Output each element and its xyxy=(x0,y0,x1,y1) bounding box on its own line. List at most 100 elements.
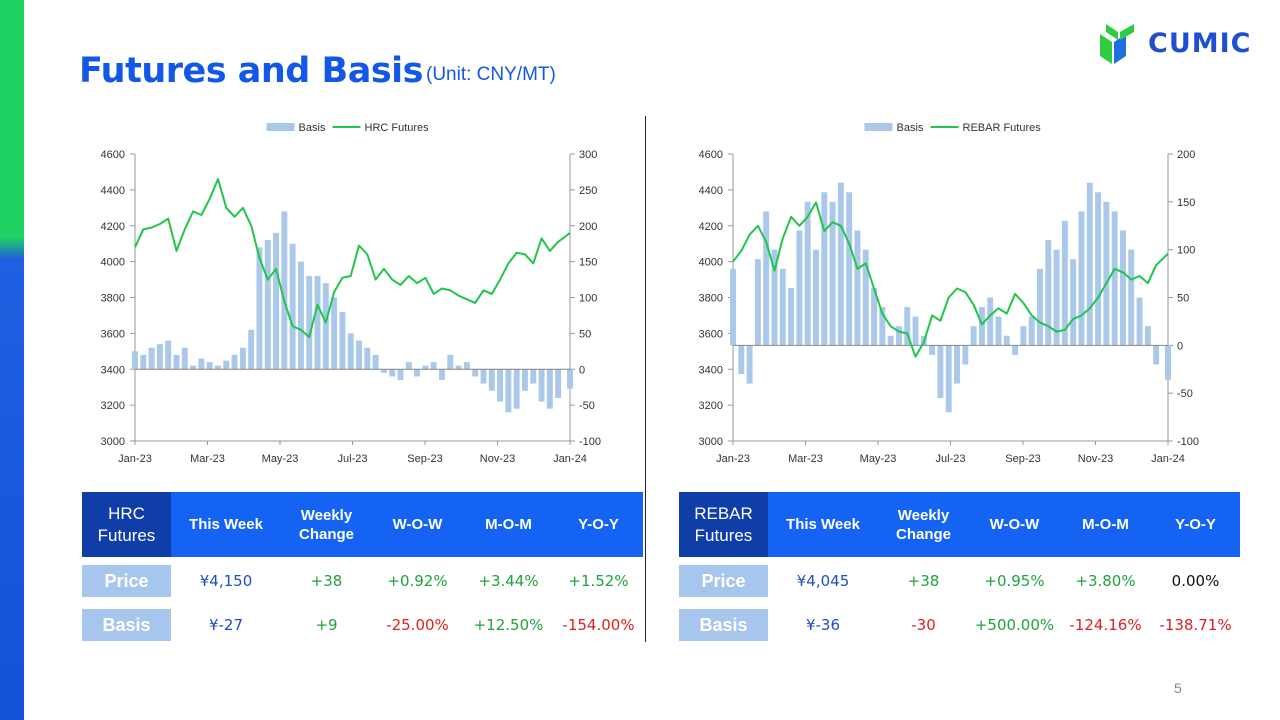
basis-bar xyxy=(1028,316,1035,346)
basis-bar xyxy=(804,201,811,346)
basis-bar xyxy=(140,354,147,370)
x-tick-label: Sep-23 xyxy=(1005,453,1040,465)
basis-bar xyxy=(1165,345,1171,380)
table-cell: 0.00% xyxy=(1171,572,1220,590)
table-cell: +9 xyxy=(315,616,338,634)
column-header: M-O-M xyxy=(485,516,532,533)
column-header: This Week xyxy=(189,516,263,533)
basis-bar xyxy=(173,354,180,370)
basis-bar xyxy=(738,345,745,375)
basis-bar xyxy=(405,362,412,370)
table-cell: -138.71% xyxy=(1159,616,1232,634)
x-tick-label: Mar-23 xyxy=(190,453,225,465)
left-tick-label: 4600 xyxy=(101,149,125,161)
basis-bar xyxy=(165,340,172,370)
basis-bar xyxy=(455,365,462,370)
basis-bar xyxy=(904,307,911,346)
x-tick-label: Jan-24 xyxy=(1151,453,1185,465)
rebar-row-label-price: Price xyxy=(679,565,768,597)
left-tick-label: 3400 xyxy=(101,364,125,376)
basis-bar xyxy=(480,369,487,384)
basis-bar xyxy=(796,230,803,346)
basis-bar xyxy=(513,369,520,409)
basis-bar xyxy=(314,275,321,370)
right-tick-label: 0 xyxy=(1177,340,1183,352)
basis-bar xyxy=(962,345,969,365)
left-tick-label: 4400 xyxy=(101,185,125,197)
basis-bar xyxy=(372,354,379,370)
left-tick-label: 4600 xyxy=(699,149,723,161)
x-tick-label: Jan-23 xyxy=(118,453,152,465)
basis-bar xyxy=(871,287,878,346)
table-cell: +3.80% xyxy=(1075,572,1136,590)
basis-bar xyxy=(813,249,819,346)
basis-bar xyxy=(1095,192,1102,346)
basis-bar xyxy=(1120,230,1126,346)
basis-bar xyxy=(978,307,985,346)
left-tick-label: 4200 xyxy=(101,221,125,233)
basis-bar xyxy=(239,347,246,370)
table-cell: ¥-36 xyxy=(805,616,841,634)
basis-bar xyxy=(1086,182,1093,346)
right-tick-label: 100 xyxy=(579,293,597,305)
basis-bar xyxy=(730,268,736,346)
basis-bar xyxy=(1020,326,1027,346)
column-header: W-O-W xyxy=(989,516,1040,533)
basis-bar xyxy=(414,369,421,377)
basis-bar xyxy=(264,240,271,370)
basis-bar xyxy=(987,297,994,346)
basis-bar xyxy=(954,345,960,384)
basis-bar xyxy=(156,344,163,370)
legend-label: HRC Futures xyxy=(365,122,430,134)
legend-label: Basis xyxy=(897,122,924,134)
hrc-row-label-price: Price xyxy=(82,565,171,597)
basis-bar xyxy=(148,347,155,370)
basis-bar xyxy=(970,326,977,346)
basis-bar xyxy=(746,345,753,384)
hrc-row-label-basis: Basis xyxy=(82,609,171,641)
basis-bar xyxy=(862,249,869,346)
right-tick-label: 0 xyxy=(579,364,585,376)
basis-bar xyxy=(879,307,886,346)
column-header: This Week xyxy=(786,516,860,533)
basis-bar xyxy=(763,211,770,346)
x-tick-label: Nov-23 xyxy=(480,453,515,465)
basis-bar xyxy=(522,369,528,391)
basis-bar xyxy=(181,347,188,370)
basis-bar xyxy=(846,192,853,346)
basis-bar xyxy=(821,192,828,346)
table-cell: ¥4,045 xyxy=(796,572,850,590)
page-subtitle: (Unit: CNY/MT) xyxy=(426,64,556,85)
basis-bar xyxy=(829,201,836,346)
basis-bar xyxy=(771,249,778,346)
table-cell: +3.44% xyxy=(478,572,539,590)
basis-bar xyxy=(929,345,936,355)
right-tick-label: 100 xyxy=(1177,245,1195,257)
right-tick-label: 250 xyxy=(579,185,597,197)
column-header: Weekly Change xyxy=(895,506,951,543)
logo-text: CUMIC xyxy=(1148,28,1252,59)
right-tick-label: 150 xyxy=(579,257,597,269)
basis-bar xyxy=(190,365,197,370)
right-tick-label: -100 xyxy=(579,436,601,448)
hrc-legend: Basis HRC Futures xyxy=(266,122,430,134)
left-tick-label: 3200 xyxy=(699,400,723,412)
basis-bar xyxy=(1037,268,1043,346)
x-tick-label: May-23 xyxy=(262,453,299,465)
basis-bar xyxy=(322,283,329,370)
basis-bar xyxy=(289,243,296,370)
x-tick-label: Mar-23 xyxy=(788,453,823,465)
table-cell: ¥4,150 xyxy=(199,572,253,590)
basis-bar xyxy=(546,369,553,409)
table-cell: +12.50% xyxy=(473,616,544,634)
legend-label: Basis xyxy=(299,122,326,134)
basis-bar xyxy=(538,369,545,402)
rebar-basis-chart: Basis REBAR Futures 3000 3200 3400 3600 3800 40… xyxy=(699,122,1200,465)
right-tick-label: 50 xyxy=(579,328,591,340)
accent-bar xyxy=(0,0,24,720)
table-cell: -154.00% xyxy=(562,616,635,634)
table-cell: +0.95% xyxy=(984,572,1045,590)
basis-bar xyxy=(1111,211,1118,346)
basis-bar xyxy=(1012,345,1019,355)
right-tick-label: 50 xyxy=(1177,293,1189,305)
